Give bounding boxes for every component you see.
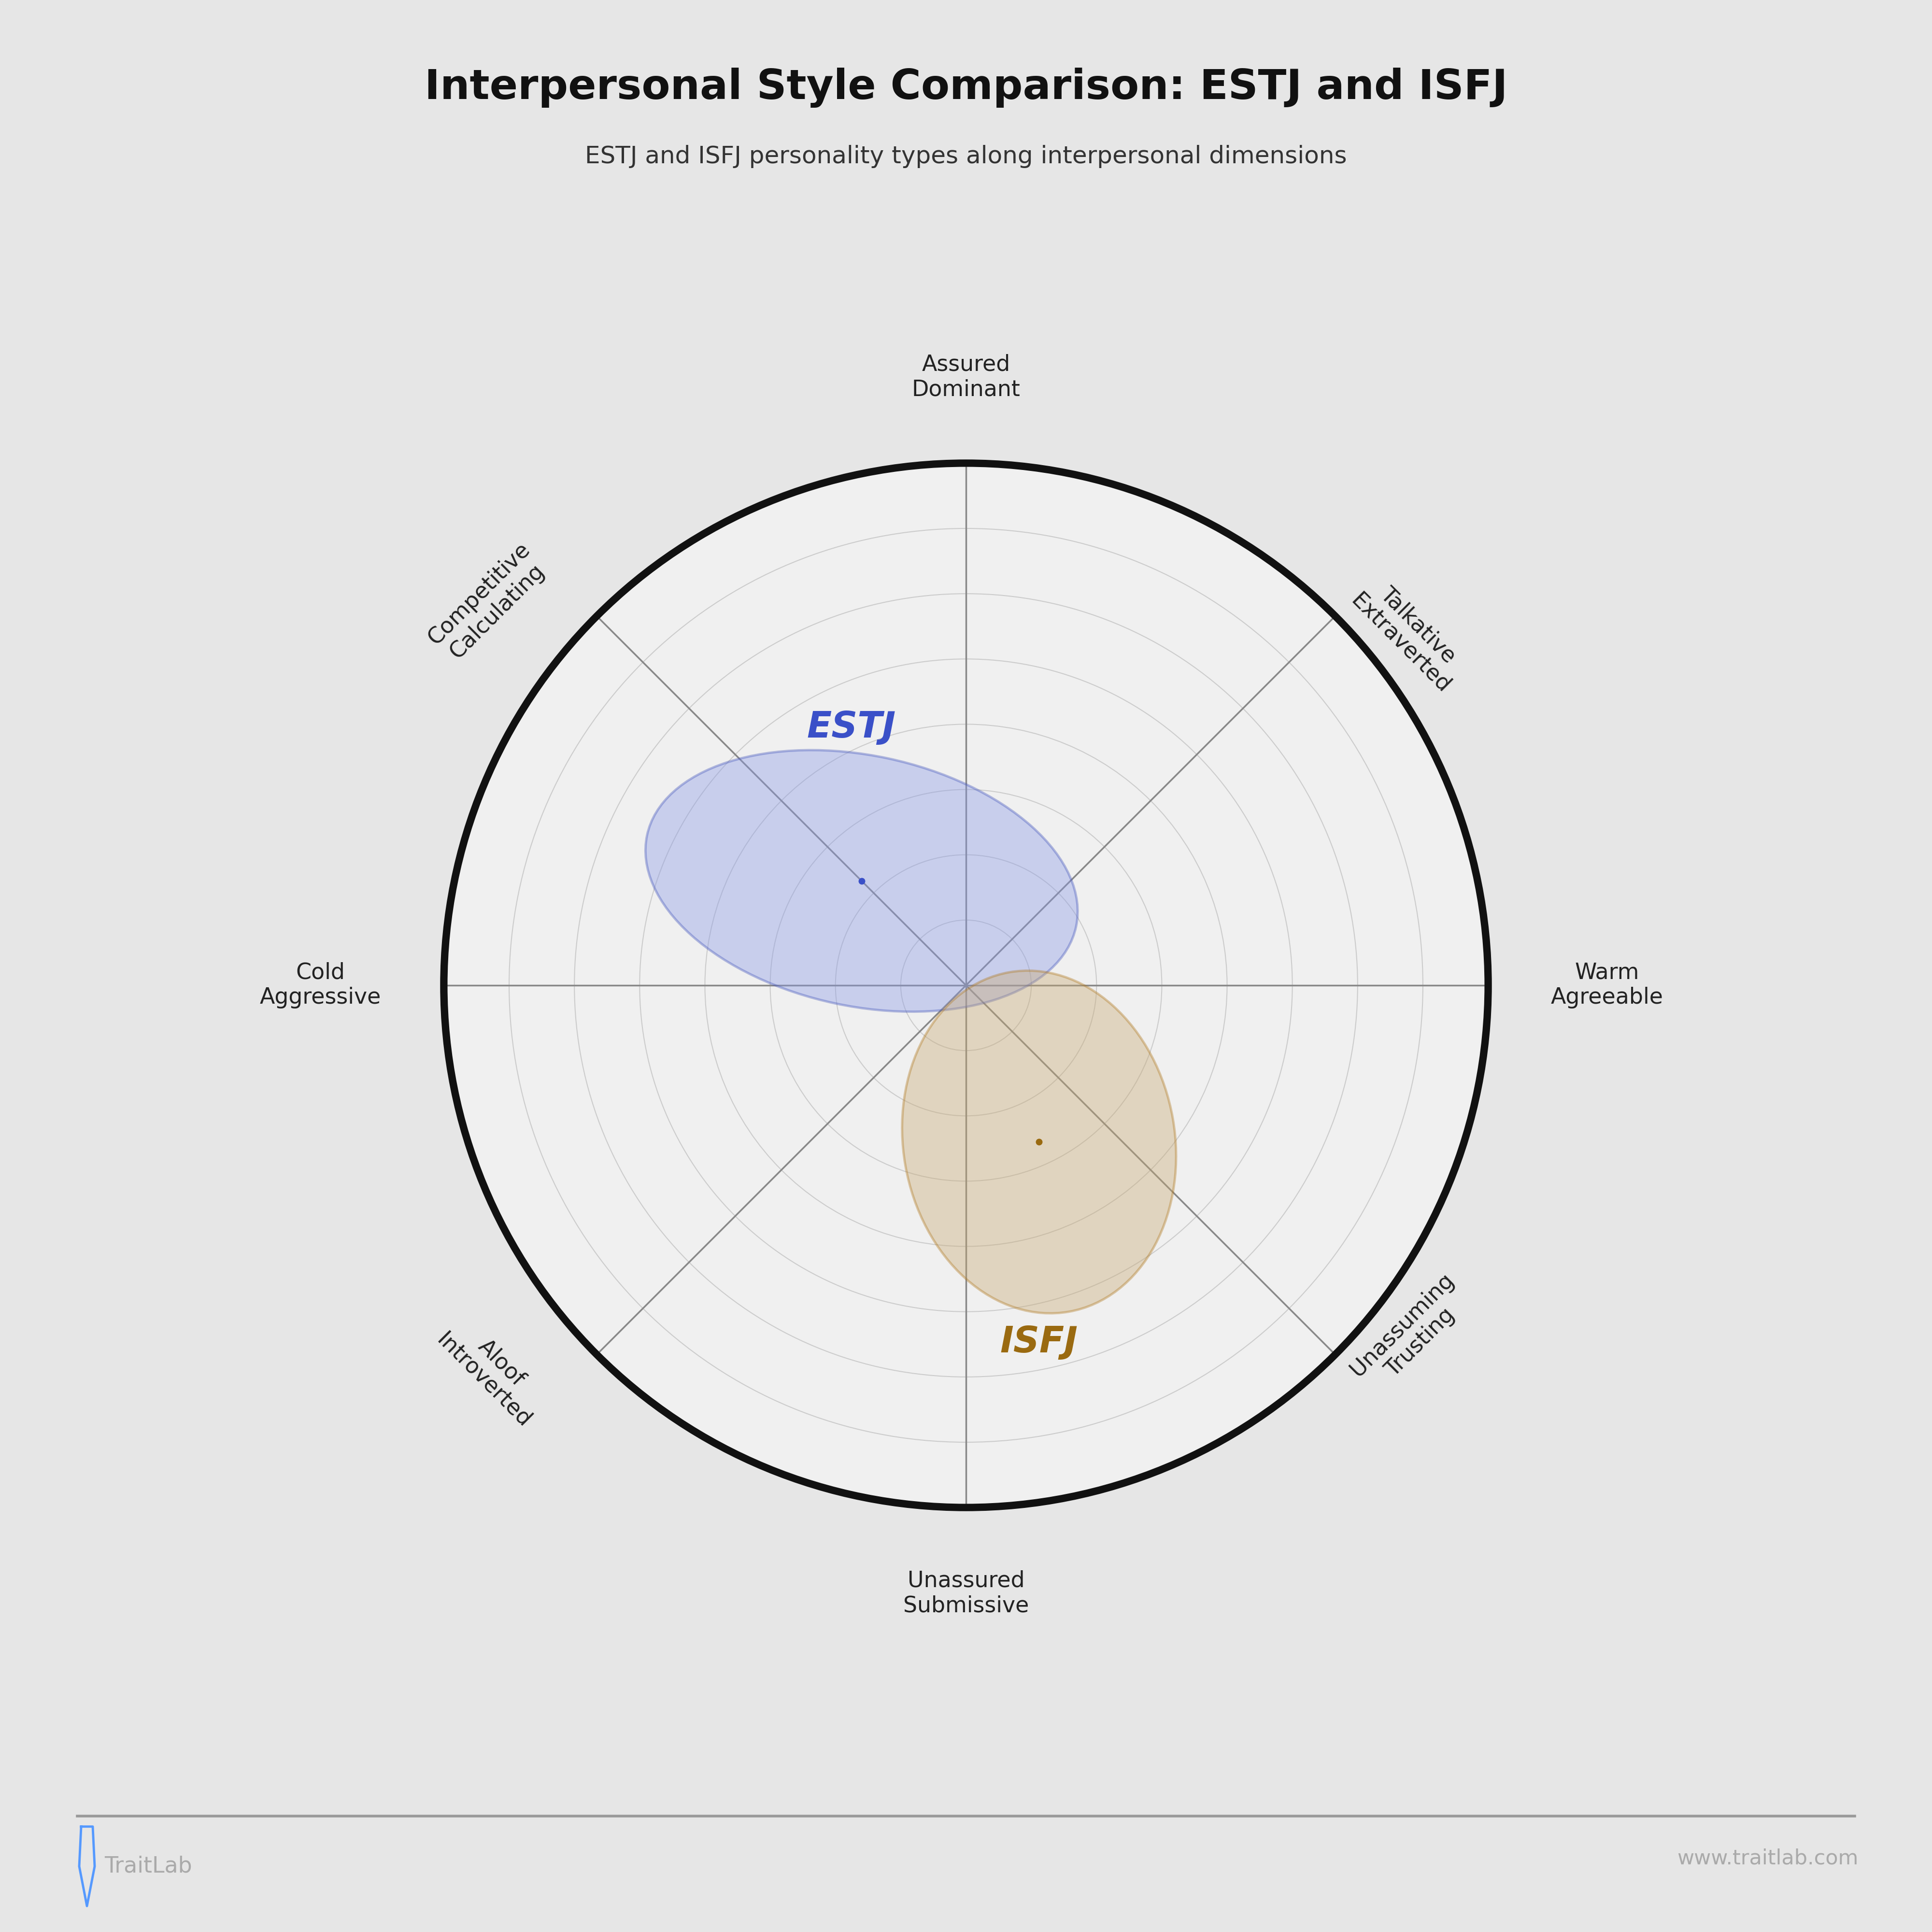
Text: ESTJ and ISFJ personality types along interpersonal dimensions: ESTJ and ISFJ personality types along in… <box>585 145 1347 168</box>
Text: Warm
Agreeable: Warm Agreeable <box>1551 962 1663 1009</box>
Text: Assured
Dominant: Assured Dominant <box>912 354 1020 400</box>
Text: Competitive
Calculating: Competitive Calculating <box>423 539 553 667</box>
Text: Cold
Aggressive: Cold Aggressive <box>259 962 381 1009</box>
Text: Unassuming
Trusting: Unassuming Trusting <box>1347 1269 1476 1399</box>
Text: TraitLab: TraitLab <box>104 1855 191 1878</box>
Text: www.traitlab.com: www.traitlab.com <box>1677 1849 1859 1868</box>
Text: Talkative
Extraverted: Talkative Extraverted <box>1347 572 1472 697</box>
Text: Interpersonal Style Comparison: ESTJ and ISFJ: Interpersonal Style Comparison: ESTJ and… <box>425 68 1507 108</box>
Text: ESTJ: ESTJ <box>808 709 896 746</box>
Ellipse shape <box>902 970 1177 1314</box>
Circle shape <box>444 464 1488 1507</box>
Text: Unassured
Submissive: Unassured Submissive <box>902 1571 1030 1617</box>
Text: Aloof
Introverted: Aloof Introverted <box>433 1312 553 1432</box>
Ellipse shape <box>645 750 1078 1012</box>
Text: ISFJ: ISFJ <box>1001 1325 1078 1360</box>
